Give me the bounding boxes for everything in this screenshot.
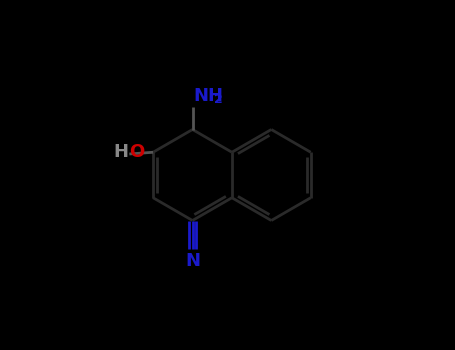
Text: H: H [113,143,128,161]
Text: NH: NH [193,87,223,105]
Text: 2: 2 [214,93,222,106]
Text: N: N [185,252,200,270]
Text: O: O [129,143,145,161]
